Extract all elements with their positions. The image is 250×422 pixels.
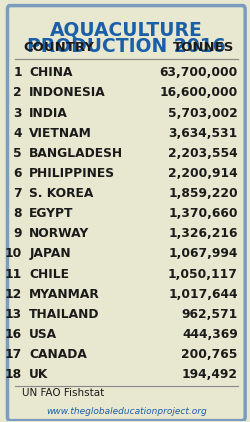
Text: 2,200,914: 2,200,914: [168, 167, 237, 180]
Text: NORWAY: NORWAY: [29, 227, 89, 241]
Text: 194,492: 194,492: [181, 368, 237, 381]
Text: 3: 3: [14, 107, 22, 119]
Text: EGYPT: EGYPT: [29, 207, 74, 220]
Text: JAPAN: JAPAN: [29, 247, 70, 260]
Text: VIETNAM: VIETNAM: [29, 127, 92, 140]
Text: 16,600,000: 16,600,000: [159, 87, 237, 100]
Text: 7: 7: [13, 187, 22, 200]
Text: PRODUCTION 2016: PRODUCTION 2016: [27, 37, 225, 56]
Text: 17: 17: [5, 348, 22, 361]
Text: 1,859,220: 1,859,220: [168, 187, 237, 200]
Text: 5,703,002: 5,703,002: [168, 107, 237, 119]
Text: UK: UK: [29, 368, 48, 381]
Text: 13: 13: [5, 308, 22, 321]
Text: 1,326,216: 1,326,216: [168, 227, 237, 241]
Text: THAILAND: THAILAND: [29, 308, 100, 321]
Text: CHINA: CHINA: [29, 66, 72, 79]
Text: 10: 10: [5, 247, 22, 260]
Text: 18: 18: [5, 368, 22, 381]
FancyBboxPatch shape: [8, 5, 244, 421]
Text: CHILE: CHILE: [29, 268, 69, 281]
Text: UN FAO Fishstat: UN FAO Fishstat: [22, 388, 104, 398]
Text: 5: 5: [13, 147, 22, 160]
Text: 1,370,660: 1,370,660: [168, 207, 237, 220]
Text: 200,765: 200,765: [181, 348, 237, 361]
Text: 444,369: 444,369: [182, 328, 237, 341]
Text: PHILIPPINES: PHILIPPINES: [29, 167, 115, 180]
Text: 9: 9: [14, 227, 22, 241]
Text: AQUACULTURE: AQUACULTURE: [50, 20, 202, 39]
Text: 2,203,554: 2,203,554: [168, 147, 237, 160]
Text: 63,700,000: 63,700,000: [159, 66, 237, 79]
Text: CANADA: CANADA: [29, 348, 87, 361]
Text: USA: USA: [29, 328, 57, 341]
Text: 8: 8: [14, 207, 22, 220]
Text: 16: 16: [5, 328, 22, 341]
Text: 2: 2: [13, 87, 22, 100]
Text: www.theglobaleducationproject.org: www.theglobaleducationproject.org: [46, 406, 206, 416]
Text: 1,050,117: 1,050,117: [167, 268, 237, 281]
Text: 12: 12: [5, 288, 22, 301]
Text: INDONESIA: INDONESIA: [29, 87, 106, 100]
Text: 4: 4: [14, 127, 22, 140]
Text: 1,017,644: 1,017,644: [168, 288, 237, 301]
Text: BANGLADESH: BANGLADESH: [29, 147, 123, 160]
Text: S. KOREA: S. KOREA: [29, 187, 93, 200]
Text: MYANMAR: MYANMAR: [29, 288, 100, 301]
Text: 3,634,531: 3,634,531: [168, 127, 237, 140]
Text: COUNTRY: COUNTRY: [23, 41, 94, 54]
Text: INDIA: INDIA: [29, 107, 68, 119]
Text: 11: 11: [5, 268, 22, 281]
Text: 6: 6: [14, 167, 22, 180]
Text: 1: 1: [13, 66, 22, 79]
Text: TONNES: TONNES: [172, 41, 234, 54]
Text: 1,067,994: 1,067,994: [168, 247, 237, 260]
Text: 962,571: 962,571: [181, 308, 237, 321]
